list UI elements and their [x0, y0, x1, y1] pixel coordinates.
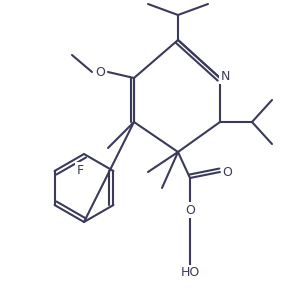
Text: O: O — [185, 204, 195, 217]
Text: O: O — [95, 65, 105, 79]
Text: HO: HO — [180, 266, 200, 279]
Text: O: O — [222, 166, 232, 179]
Text: N: N — [220, 69, 230, 82]
Text: F: F — [76, 164, 83, 177]
